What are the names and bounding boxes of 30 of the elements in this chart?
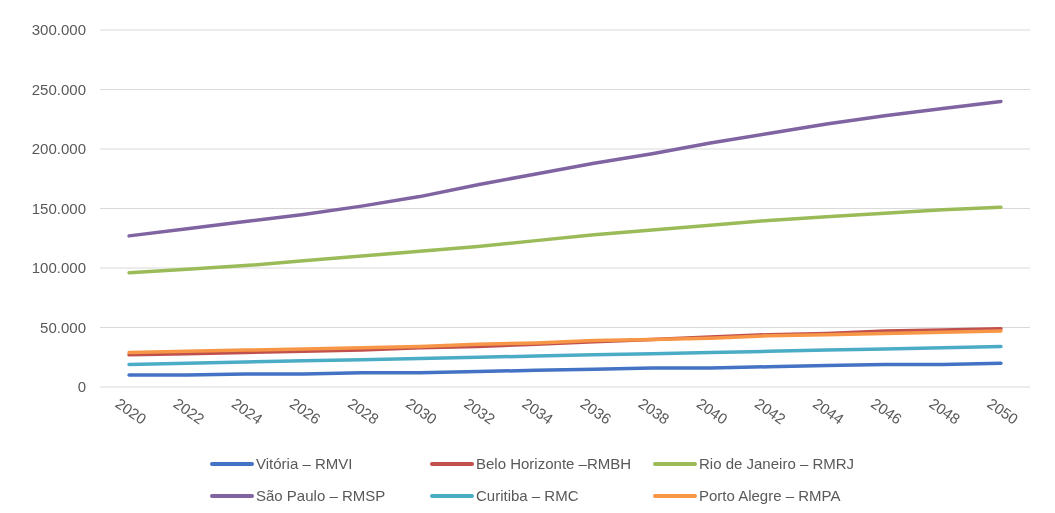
y-tick-label: 150.000 (31, 199, 86, 217)
legend-label: São Paulo – RMSP (256, 487, 386, 504)
legend-label: Belo Horizonte –RMBH (476, 455, 632, 472)
line-series (127, 205, 1003, 275)
y-tick-label: 200.000 (31, 140, 86, 158)
line-series (127, 99, 1003, 238)
x-tick-label: 2034 (519, 394, 557, 428)
y-tick-label: 0 (77, 378, 86, 396)
x-tick-label: 2048 (926, 394, 964, 428)
x-tick-label: 2024 (228, 394, 266, 428)
legend-label: Vitória – RMVI (256, 455, 353, 472)
y-tick-label: 100.000 (31, 259, 86, 277)
x-tick-label: 2030 (403, 394, 441, 428)
x-tick-label: 2028 (344, 394, 383, 428)
legend-label: Curitiba – RMC (476, 487, 579, 504)
legend-label: Rio de Janeiro – RMRJ (699, 455, 855, 472)
legend-label: Porto Alegre – RMPA (699, 487, 841, 504)
y-tick-label: 300.000 (31, 21, 86, 39)
x-tick-label: 2046 (868, 394, 906, 428)
x-tick-label: 2036 (577, 394, 615, 428)
line-series (127, 344, 1003, 367)
x-tick-label: 2026 (286, 394, 324, 428)
x-tick-label: 2020 (112, 394, 150, 428)
x-tick-label: 2038 (635, 394, 673, 428)
x-tick-label: 2044 (809, 394, 848, 428)
y-tick-label: 250.000 (31, 80, 86, 98)
line-series (127, 361, 1003, 377)
x-tick-label: 2050 (984, 394, 1022, 428)
x-tick-label: 2040 (693, 394, 731, 428)
y-tick-label: 50.000 (40, 318, 86, 336)
